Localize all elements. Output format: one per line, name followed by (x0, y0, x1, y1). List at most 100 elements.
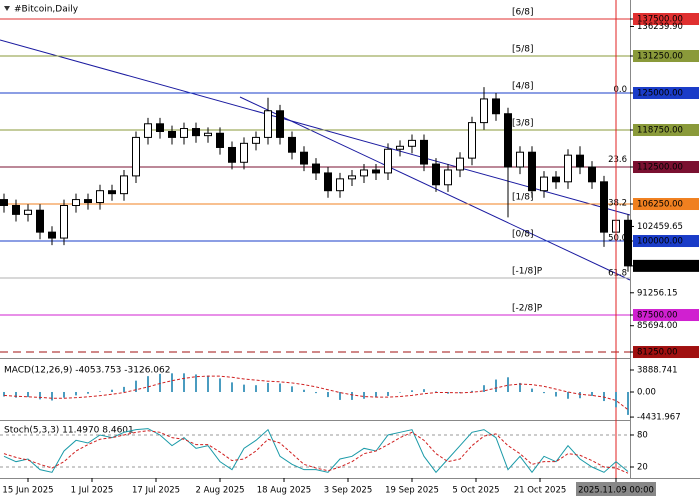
macd-bar (519, 382, 521, 392)
macd-title: MACD(12,26,9) -4053.753 -3126.062 (4, 366, 170, 376)
macd-bar (27, 391, 29, 398)
price-label-bg (633, 259, 699, 272)
candle-body (0, 199, 8, 206)
price-label-bg (633, 346, 699, 359)
macd-bar (39, 391, 41, 400)
y-tick-label: 106250.00 (637, 200, 683, 210)
y-tick-label: 91256.15 (637, 288, 678, 298)
price-label-bg (633, 235, 699, 248)
candle-body (72, 199, 80, 206)
candle-body (540, 176, 548, 192)
candle-body (264, 110, 272, 138)
candle-body (108, 190, 116, 195)
candle-body (204, 132, 212, 137)
price-label-bg (633, 50, 699, 63)
macd-bar (411, 390, 413, 392)
candle-body (360, 169, 368, 177)
macd-bar (627, 391, 629, 415)
macd-bar (363, 391, 365, 399)
macd-bar (435, 391, 437, 392)
candle-body (180, 128, 188, 138)
price-label-bg (633, 13, 699, 26)
macd-bar (495, 379, 497, 392)
x-tick-label: 15 Jun 2025 (2, 486, 53, 496)
y-tick-label: 100000.00 (637, 237, 683, 247)
candle-body (420, 139, 428, 165)
candle-body (444, 169, 452, 186)
macd-bar (99, 391, 101, 392)
candle-body (312, 163, 320, 174)
x-tick-label: 3 Sep 2025 (324, 486, 372, 496)
price-label-bg (633, 198, 699, 211)
macd-bar (303, 389, 305, 392)
y-tick-label: 136239.90 (637, 22, 683, 32)
y-tick-label: 95800.43 (637, 261, 678, 271)
candle-body (24, 209, 32, 215)
candle-body (396, 145, 404, 150)
y-tick-label: 20 (637, 463, 648, 473)
x-tick-label: 5 Oct 2025 (452, 486, 499, 496)
candle-body (192, 128, 200, 137)
candle-body (324, 172, 332, 192)
y-tick-label: 125000.00 (637, 89, 683, 99)
candle-body (456, 157, 464, 171)
candle-body (588, 166, 596, 183)
x-tick-label: 18 Aug 2025 (257, 486, 311, 496)
murray-label: [3/8] (512, 119, 534, 129)
candle-body (156, 123, 164, 132)
x-tick-label: 21 Oct 2025 (514, 486, 567, 496)
y-tick-label: 3888.741 (637, 365, 678, 375)
candle-body (504, 113, 512, 168)
macd-bar (111, 389, 113, 392)
price-label-bg (633, 161, 699, 174)
macd-bar (15, 391, 17, 398)
candle-body (60, 204, 68, 239)
macd-bar (75, 391, 77, 396)
candle-body (552, 176, 560, 183)
y-tick-label: 80 (637, 430, 648, 440)
macd-bar (267, 382, 269, 392)
candle-body (468, 122, 476, 159)
macd-bar (375, 391, 377, 398)
candle-body (624, 219, 632, 267)
macd-bar (255, 385, 257, 392)
macd-bar (3, 391, 5, 397)
macd-bar (243, 384, 245, 392)
candle-body (372, 169, 380, 174)
price-label-bg (633, 87, 699, 100)
macd-bar (171, 373, 173, 392)
macd-bar (207, 375, 209, 392)
macd-bar (615, 391, 617, 408)
macd-bar (579, 391, 581, 399)
murray-label: [6/8] (512, 8, 534, 18)
y-tick-label: 85694.00 (637, 321, 678, 331)
candle-body (84, 199, 92, 204)
candle-body (48, 231, 56, 239)
price-label-bg (633, 309, 699, 322)
chart-title: #Bitcoin,Daily (14, 5, 79, 15)
macd-bar (279, 383, 281, 392)
murray-label: [5/8] (512, 45, 534, 55)
candle-body (492, 98, 500, 115)
fib-label: 23.6 (608, 155, 627, 165)
y-tick-label: -4431.967 (637, 413, 681, 423)
macd-bar (387, 391, 389, 396)
candle-body (216, 132, 224, 148)
macd-bar (339, 391, 341, 400)
y-tick-label: 118750.00 (637, 126, 683, 136)
macd-bar (327, 391, 329, 398)
y-tick-label: 81250.00 (637, 348, 678, 358)
y-tick-label: 137500.00 (637, 15, 683, 25)
candle-body (252, 136, 260, 144)
candle-body (432, 163, 440, 186)
macd-bar (483, 385, 485, 392)
candle-body (276, 110, 284, 138)
macd-bar (195, 374, 197, 392)
candle-body (564, 154, 572, 183)
candle-body (168, 130, 176, 138)
candle-body (144, 123, 152, 138)
macd-bar (507, 377, 509, 392)
macd-bar (135, 380, 137, 392)
macd-bar (147, 376, 149, 392)
